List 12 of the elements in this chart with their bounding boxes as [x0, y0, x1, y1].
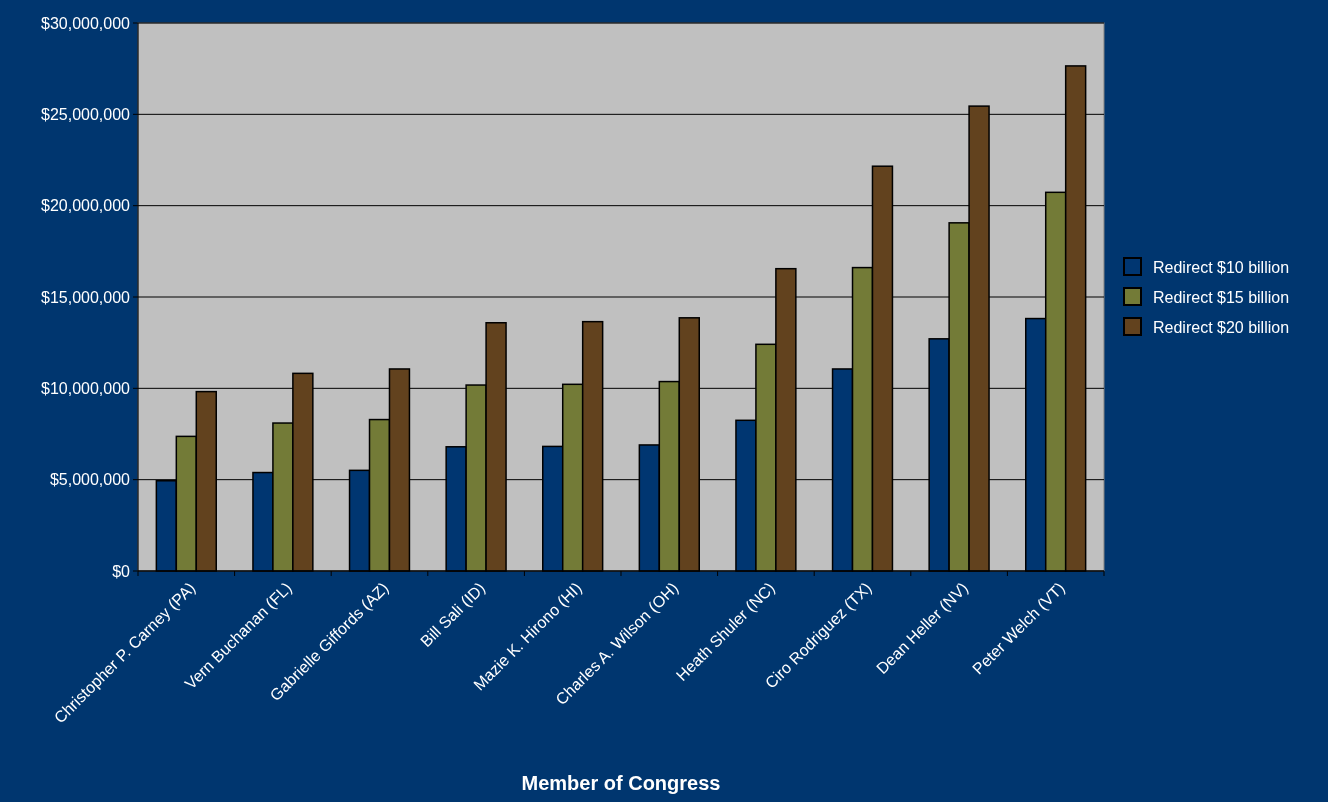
y-tick-label: $10,000,000	[41, 379, 131, 397]
y-tick-label: $5,000,000	[49, 471, 131, 489]
y-tick-label: $0	[112, 562, 131, 580]
legend-label: Redirect $20 billion	[1153, 318, 1290, 336]
legend-label: Redirect $15 billion	[1153, 288, 1290, 306]
x-tick-label: Bill Sali (ID)	[417, 579, 489, 651]
legend-label: Redirect $10 billion	[1153, 258, 1290, 276]
y-tick-label: $15,000,000	[41, 288, 131, 306]
y-tick-label: $20,000,000	[41, 197, 131, 215]
y-tick-label: $25,000,000	[41, 105, 131, 123]
y-tick-label: $30,000,000	[41, 14, 131, 32]
x-axis-title: Member of Congress	[521, 772, 721, 794]
